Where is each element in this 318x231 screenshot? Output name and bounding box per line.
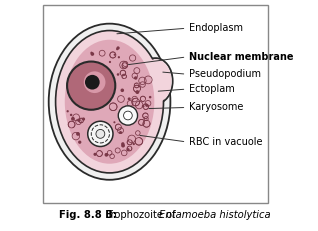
Circle shape: [126, 148, 130, 151]
Text: Endoplasm: Endoplasm: [189, 23, 243, 33]
Circle shape: [121, 142, 125, 146]
Circle shape: [78, 140, 81, 144]
Circle shape: [90, 52, 93, 54]
Circle shape: [134, 76, 137, 80]
Circle shape: [85, 75, 100, 90]
Circle shape: [77, 119, 80, 122]
Circle shape: [84, 71, 106, 93]
Circle shape: [82, 117, 85, 121]
Circle shape: [105, 153, 108, 157]
Circle shape: [71, 117, 75, 121]
Circle shape: [119, 131, 122, 134]
Text: RBC in vacuole: RBC in vacuole: [189, 137, 262, 147]
Circle shape: [133, 143, 135, 145]
Circle shape: [113, 121, 115, 123]
Circle shape: [149, 96, 151, 98]
Circle shape: [124, 111, 132, 120]
Circle shape: [70, 114, 73, 116]
Text: Entamoeba histolytica: Entamoeba histolytica: [159, 210, 271, 220]
Circle shape: [76, 132, 80, 136]
Circle shape: [66, 110, 69, 112]
Circle shape: [117, 73, 119, 76]
Circle shape: [116, 46, 120, 50]
Circle shape: [88, 121, 113, 146]
Circle shape: [121, 88, 124, 92]
Circle shape: [96, 129, 105, 138]
Circle shape: [67, 61, 115, 110]
Circle shape: [142, 105, 144, 108]
Circle shape: [135, 90, 139, 94]
Text: Trophozoite of: Trophozoite of: [106, 210, 176, 220]
Circle shape: [93, 153, 97, 156]
Text: Fig. 8.8 B:: Fig. 8.8 B:: [59, 210, 117, 220]
Text: Ectoplam: Ectoplam: [189, 84, 234, 94]
Ellipse shape: [65, 40, 154, 164]
Ellipse shape: [49, 24, 170, 180]
Circle shape: [145, 104, 148, 107]
Circle shape: [114, 54, 116, 56]
Circle shape: [128, 97, 131, 100]
Circle shape: [121, 144, 125, 148]
Circle shape: [118, 56, 120, 58]
Circle shape: [116, 48, 118, 50]
Ellipse shape: [56, 30, 163, 173]
Ellipse shape: [139, 59, 171, 103]
Text: Karyosome: Karyosome: [189, 103, 243, 112]
Circle shape: [91, 52, 94, 56]
Ellipse shape: [138, 58, 173, 104]
Circle shape: [109, 61, 111, 63]
Text: Pseudopodium: Pseudopodium: [189, 69, 261, 79]
Circle shape: [118, 106, 138, 125]
Text: Nuclear membrane: Nuclear membrane: [189, 52, 293, 62]
